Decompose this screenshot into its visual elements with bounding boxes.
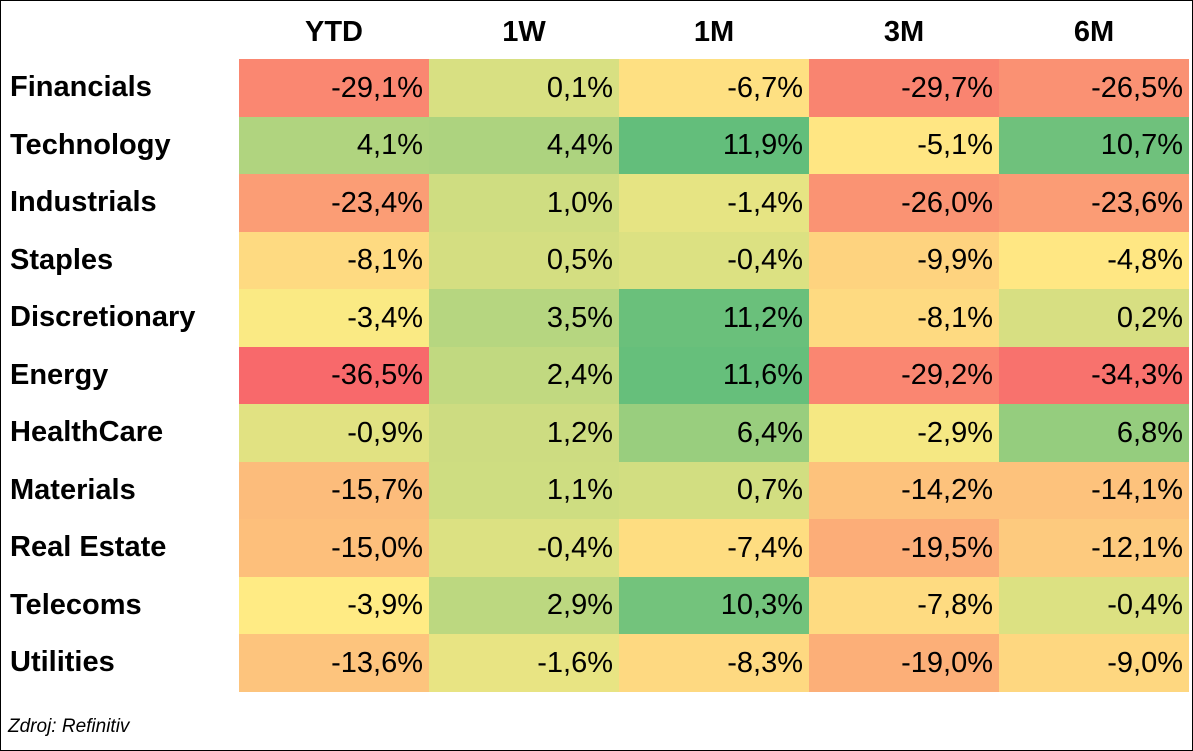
heatmap-cell: 4,4% — [429, 117, 619, 174]
heatmap-cell: -19,5% — [809, 519, 999, 577]
column-header-3m: 3M — [883, 15, 925, 48]
row-label-healthcare: HealthCare — [10, 416, 164, 448]
row-label-discretionary: Discretionary — [10, 301, 196, 333]
heatmap-cell: -0,9% — [239, 404, 429, 462]
heatmap-cell: -3,9% — [239, 577, 429, 634]
heatmap-cell: -1,6% — [429, 634, 619, 692]
source-note: Zdroj: Refinitiv — [8, 716, 130, 737]
heatmap-cell: -3,4% — [239, 289, 429, 347]
heatmap-cell: 6,8% — [999, 404, 1189, 462]
row-label-materials: Materials — [10, 474, 136, 506]
row-label-staples: Staples — [10, 244, 114, 276]
heatmap-cell: -29,2% — [809, 347, 999, 404]
heatmap-cell: 1,2% — [429, 404, 619, 462]
heatmap-cell: -14,1% — [999, 462, 1189, 519]
heatmap-cell: -8,1% — [239, 232, 429, 289]
row-label-financials: Financials — [10, 71, 152, 103]
heatmap-cell: 2,9% — [429, 577, 619, 634]
heatmap-cell: -6,7% — [619, 59, 809, 117]
heatmap-cell: -5,1% — [809, 117, 999, 174]
heatmap-cell: -26,5% — [999, 59, 1189, 117]
row-label-utilities: Utilities — [10, 646, 115, 678]
heatmap-cell: -4,8% — [999, 232, 1189, 289]
heatmap-cell: 3,5% — [429, 289, 619, 347]
heatmap-cell: -29,1% — [239, 59, 429, 117]
heatmap-cell: -23,6% — [999, 174, 1189, 232]
heatmap-cell: 11,2% — [619, 289, 809, 347]
heatmap-cell: -15,7% — [239, 462, 429, 519]
heatmap-cell: -34,3% — [999, 347, 1189, 404]
heatmap-cell: -14,2% — [809, 462, 999, 519]
heatmap-cell: 11,9% — [619, 117, 809, 174]
heatmap-cell: 1,1% — [429, 462, 619, 519]
heatmap-cell: -1,4% — [619, 174, 809, 232]
row-label-industrials: Industrials — [10, 186, 157, 218]
heatmap-cell: -7,4% — [619, 519, 809, 577]
heatmap-cell: -19,0% — [809, 634, 999, 692]
heatmap-cell: -2,9% — [809, 404, 999, 462]
heatmap-cell: -26,0% — [809, 174, 999, 232]
heatmap-cell: -23,4% — [239, 174, 429, 232]
heatmap-cell: -8,3% — [619, 634, 809, 692]
heatmap-cell: -15,0% — [239, 519, 429, 577]
heatmap-cell: 1,0% — [429, 174, 619, 232]
heatmap-cell: 0,1% — [429, 59, 619, 117]
heatmap-cell: 0,2% — [999, 289, 1189, 347]
row-label-telecoms: Telecoms — [10, 589, 142, 621]
heatmap-cell: 10,3% — [619, 577, 809, 634]
heatmap-cell: -0,4% — [619, 232, 809, 289]
heatmap-cell: -13,6% — [239, 634, 429, 692]
heatmap-cell: 0,5% — [429, 232, 619, 289]
heatmap-cell: -9,0% — [999, 634, 1189, 692]
heatmap-cell: -0,4% — [429, 519, 619, 577]
heatmap-cell: 2,4% — [429, 347, 619, 404]
column-header-1w: 1W — [502, 15, 546, 48]
heatmap-cell: 11,6% — [619, 347, 809, 404]
column-header-1m: 1M — [693, 15, 735, 48]
row-label-energy: Energy — [10, 359, 109, 391]
heatmap-cell: 10,7% — [999, 117, 1189, 174]
heatmap-cell: -9,9% — [809, 232, 999, 289]
heatmap-cell: -12,1% — [999, 519, 1189, 577]
heatmap-cell: -8,1% — [809, 289, 999, 347]
row-label-real-estate: Real Estate — [10, 531, 167, 563]
heatmap-cell: -7,8% — [809, 577, 999, 634]
heatmap-table: YTD 1W 1M 3M 6M Financials -29,1% 0,1% -6,7% -29,… — [1, 1, 1192, 701]
heatmap-cell: -29,7% — [809, 59, 999, 117]
column-header-6m: 6M — [1073, 15, 1115, 48]
heatmap-cell: -36,5% — [239, 347, 429, 404]
heatmap-cell: 0,7% — [619, 462, 809, 519]
heatmap-cell: -0,4% — [999, 577, 1189, 634]
row-label-technology: Technology — [10, 129, 171, 161]
heatmap-cell: 6,4% — [619, 404, 809, 462]
heatmap-cell: 4,1% — [239, 117, 429, 174]
column-header-ytd: YTD — [305, 15, 363, 48]
